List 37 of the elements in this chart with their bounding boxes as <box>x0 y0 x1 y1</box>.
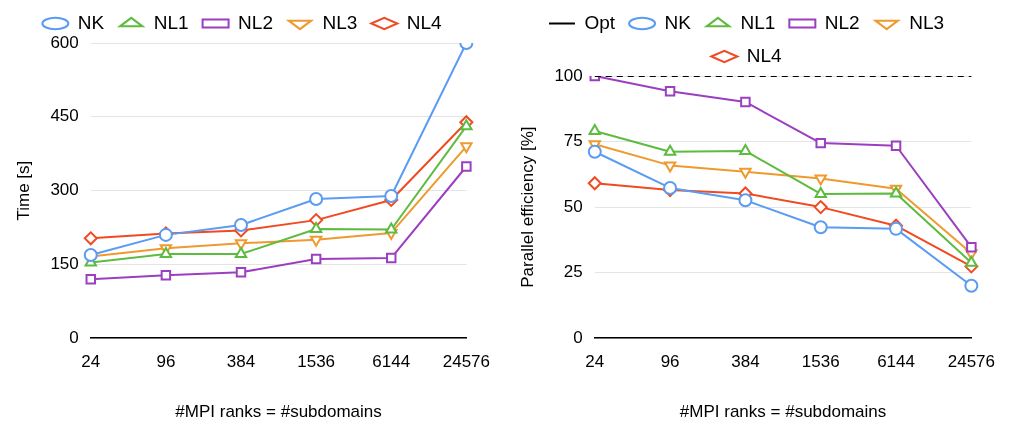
legend-label: Opt <box>584 11 616 33</box>
legend-label: NL1 <box>153 11 189 33</box>
y-tick-label: 0 <box>573 327 583 347</box>
legend-label: NL4 <box>406 11 443 33</box>
legend-label: NL3 <box>322 11 358 33</box>
x-tick-label: 24576 <box>442 352 490 372</box>
x-tick-label: 24 <box>81 352 101 372</box>
x-tick-label: 1536 <box>801 352 840 372</box>
y-tick-label: 75 <box>563 131 583 151</box>
x-tick-label: 6144 <box>877 352 915 372</box>
y-axis-title: Parallel efficiency [%] <box>517 126 537 288</box>
y-tick-label: 150 <box>50 254 79 274</box>
y-axis-title: Time [s] <box>13 160 33 221</box>
y-tick-label: 100 <box>554 65 583 85</box>
x-tick-label: 24 <box>585 352 605 372</box>
legend-label: NL2 <box>238 11 273 33</box>
legend-label: NL1 <box>740 11 776 33</box>
x-tick-label: 384 <box>731 352 760 372</box>
y-tick-label: 50 <box>563 196 583 216</box>
y-tick-label: 450 <box>50 106 79 126</box>
y-tick-label: 0 <box>69 327 79 347</box>
y-tick-label: 600 <box>50 32 79 52</box>
x-axis-title: #MPI ranks = #subdomains <box>175 402 382 422</box>
legend-label: NL4 <box>746 44 783 66</box>
x-axis-title: #MPI ranks = #subdomains <box>679 402 887 422</box>
legend-label: NL3 <box>909 11 945 33</box>
x-tick-label: 96 <box>660 352 680 372</box>
x-tick-label: 1536 <box>297 352 336 372</box>
x-tick-label: 96 <box>156 352 176 372</box>
x-tick-label: 384 <box>226 352 256 372</box>
x-tick-label: 24576 <box>947 352 995 372</box>
y-tick-label: 25 <box>563 262 583 282</box>
y-tick-label: 300 <box>50 180 79 200</box>
x-tick-label: 6144 <box>372 352 411 372</box>
legend-label: NL2 <box>824 11 860 33</box>
legend-label: NK <box>77 11 105 33</box>
legend-label: NK <box>664 11 692 33</box>
